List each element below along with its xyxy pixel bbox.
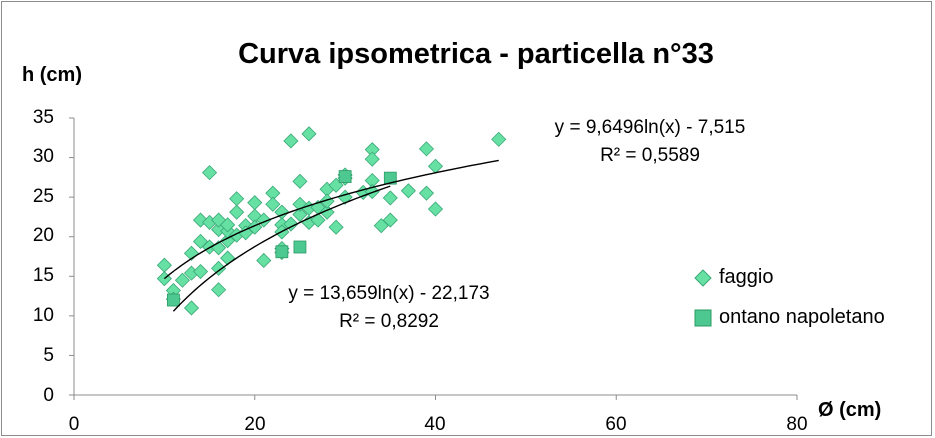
y-tick-label: 10 — [32, 305, 54, 326]
faggio-point — [328, 219, 344, 235]
faggio-point — [174, 272, 191, 288]
y-axis-label: h (cm) — [22, 64, 82, 86]
x-tick-label: 80 — [786, 414, 808, 435]
faggio-point — [220, 233, 236, 249]
x-tick-label: 0 — [68, 414, 80, 435]
legend-item-ontano-napoletano: ontano napoletano — [693, 306, 885, 329]
trendline-1-formula: y = 9,6496ln(x) - 7,515 — [554, 117, 746, 138]
faggio-point — [382, 190, 398, 206]
y-tick-label: 35 — [32, 107, 54, 128]
legend-item-faggio: faggio — [693, 266, 774, 289]
faggio-point — [201, 165, 218, 181]
y-tick-label: 5 — [43, 345, 54, 366]
faggio-point — [292, 206, 308, 223]
faggio-point — [418, 185, 435, 201]
faggio-point — [283, 216, 299, 232]
trendline-1-r2: R² = 0,5589 — [600, 145, 700, 166]
faggio-point — [418, 141, 435, 157]
faggio-point — [337, 189, 353, 205]
faggio-point — [183, 300, 200, 316]
legend-label: faggio — [719, 266, 774, 288]
ontano-point — [293, 240, 307, 254]
faggio-point — [283, 133, 299, 149]
y-tick-label: 15 — [32, 265, 54, 286]
chart-title: Curva ipsometrica - particella n°33 — [238, 38, 714, 70]
y-tick-label: 0 — [43, 385, 54, 406]
x-tick-label: 40 — [424, 414, 446, 435]
ontano-point — [338, 170, 352, 183]
ontano-point — [167, 293, 180, 307]
faggio-point — [229, 204, 245, 220]
faggio-point — [301, 126, 317, 142]
ontano-point — [275, 245, 289, 259]
faggio-point — [256, 252, 272, 269]
faggio-point — [247, 195, 263, 211]
x-tick-label: 60 — [605, 414, 627, 435]
faggio-point — [491, 131, 507, 147]
faggio-point — [192, 263, 209, 280]
square-marker-icon — [694, 309, 712, 326]
legend-label: ontano napoletano — [719, 306, 885, 328]
faggio-point — [292, 173, 308, 189]
faggio-point — [427, 201, 444, 217]
y-tick-label: 30 — [32, 146, 54, 167]
faggio-point — [229, 191, 245, 207]
faggio-point — [211, 282, 227, 298]
faggio-point — [211, 260, 227, 276]
y-tick-label: 25 — [32, 186, 54, 207]
faggio-point — [220, 217, 236, 233]
faggio-point — [382, 212, 398, 228]
trendline-2 — [172, 185, 391, 312]
faggio-point — [156, 257, 172, 273]
x-tick-label: 20 — [244, 414, 266, 435]
trendline-1-equation: y = 9,6496ln(x) - 7,515 R² = 0,5589 — [520, 114, 780, 170]
faggio-point — [192, 233, 209, 250]
faggio-point — [400, 183, 416, 199]
trendline-2-r2: R² = 0,8292 — [339, 311, 439, 332]
diamond-marker-icon — [694, 268, 712, 287]
faggio-point — [310, 212, 326, 228]
faggio-point — [373, 218, 389, 234]
x-axis-label: Ø (cm) — [818, 399, 882, 421]
faggio-point — [364, 151, 380, 167]
faggio-point — [265, 196, 281, 212]
trendline-2-formula: y = 13,659ln(x) - 22,173 — [288, 283, 490, 304]
y-tick-label: 20 — [32, 225, 54, 246]
trendline-2-equation: y = 13,659ln(x) - 22,173 R² = 0,8292 — [254, 280, 524, 336]
trendline-1 — [163, 159, 499, 280]
ontano-point — [383, 171, 397, 185]
faggio-point — [238, 225, 254, 241]
faggio-point — [220, 250, 236, 266]
